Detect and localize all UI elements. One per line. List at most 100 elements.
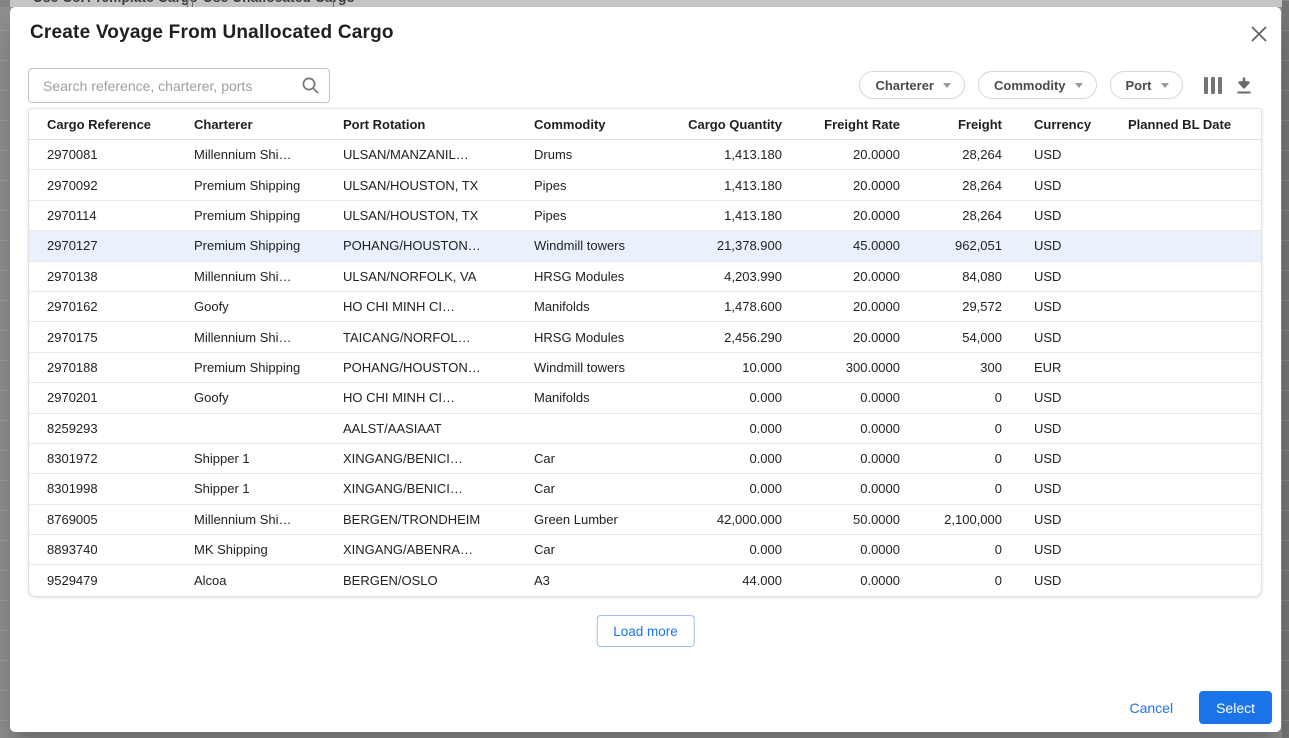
cell-port-rotation: XINGANG/ABENRA… — [343, 542, 474, 558]
cell-port-rotation: XINGANG/BENICI… — [343, 481, 463, 497]
cell-port-rotation: ULSAN/HOUSTON, TX — [343, 207, 479, 223]
background-tab: Use Unallocated Cargo — [203, 0, 355, 5]
cell-cargo-quantity: 0.000 — [749, 420, 782, 436]
cell-cargo-reference: 2970175 — [47, 329, 98, 345]
cell-currency: USD — [1034, 329, 1062, 345]
cell-freight: 29,572 — [962, 299, 1002, 315]
filter-charterer[interactable]: Charterer — [859, 71, 965, 99]
cell-freight-rate: 0.0000 — [860, 390, 900, 406]
table-row[interactable]: 8259293 AALST/AASIAAT 0.000 0.0000 0 USD — [29, 414, 1261, 444]
table-row[interactable]: 2970114 Premium Shipping ULSAN/HOUSTON, … — [29, 201, 1261, 232]
filter-label: Port — [1125, 77, 1152, 93]
cell-cargo-reference: 2970114 — [47, 207, 97, 223]
cell-commodity: Manifolds — [534, 390, 590, 406]
filter-label: Charterer — [875, 77, 934, 93]
download-button[interactable] — [1235, 71, 1253, 99]
column-header-planned-bl-date[interactable]: Planned BL Date — [1128, 116, 1232, 132]
cell-freight: 54,000 — [962, 329, 1002, 345]
search-box — [28, 68, 330, 103]
cell-commodity: Pipes — [534, 177, 567, 193]
table-row[interactable]: 2970127 Premium Shipping POHANG/HOUSTON…… — [29, 231, 1261, 262]
select-button[interactable]: Select — [1199, 691, 1272, 724]
cell-currency: USD — [1034, 207, 1062, 223]
column-header-charterer[interactable]: Charterer — [194, 116, 253, 132]
cell-cargo-quantity: 1,413.180 — [724, 207, 782, 223]
cell-charterer: Millennium Shi… — [194, 511, 292, 527]
create-voyage-dialog: Create Voyage From Unallocated Cargo Cha… — [10, 7, 1281, 732]
table-row[interactable]: 8301998 Shipper 1 XINGANG/BENICI… Car 0.… — [29, 474, 1261, 505]
cell-freight: 0 — [994, 451, 1002, 467]
cell-port-rotation: BERGEN/OSLO — [343, 573, 438, 589]
cell-freight-rate: 20.0000 — [853, 177, 900, 193]
cell-commodity: Windmill towers — [534, 359, 626, 375]
chevron-down-icon — [943, 82, 951, 88]
table-row[interactable]: 2970201 Goofy HO CHI MINH CI… Manifolds … — [29, 383, 1261, 414]
cell-freight-rate: 300.0000 — [845, 359, 900, 375]
cell-cargo-quantity: 21,378.900 — [716, 238, 782, 254]
cancel-button[interactable]: Cancel — [1129, 699, 1174, 716]
cell-cargo-quantity: 10.000 — [742, 359, 782, 375]
column-header-freight-rate[interactable]: Freight Rate — [824, 116, 900, 132]
cell-port-rotation: POHANG/HOUSTON… — [343, 359, 481, 375]
divider — [333, 0, 334, 7]
cell-freight: 0 — [994, 542, 1002, 558]
cell-cargo-reference: 9529479 — [47, 573, 98, 589]
cell-freight-rate: 20.0000 — [853, 207, 900, 223]
column-header-cargo-quantity[interactable]: Cargo Quantity — [688, 116, 782, 132]
table-row[interactable]: 2970188 Premium Shipping POHANG/HOUSTON…… — [29, 353, 1261, 384]
cell-freight-rate: 45.0000 — [853, 238, 900, 254]
close-button[interactable] — [1245, 20, 1273, 48]
cell-currency: USD — [1034, 299, 1062, 315]
chevron-down-icon — [1160, 82, 1169, 88]
search-input[interactable] — [28, 68, 330, 103]
cell-freight-rate: 0.0000 — [860, 481, 900, 497]
filter-port[interactable]: Port — [1109, 71, 1183, 99]
table-row[interactable]: 8769005 Millennium Shi… BERGEN/TRONDHEIM… — [29, 505, 1261, 536]
cell-commodity: HRSG Modules — [534, 268, 625, 284]
column-header-currency[interactable]: Currency — [1034, 116, 1092, 132]
cell-charterer: Shipper 1 — [194, 481, 250, 497]
cell-charterer: Shipper 1 — [194, 451, 250, 467]
cell-cargo-quantity: 4,203.990 — [724, 268, 782, 284]
cell-freight-rate: 20.0000 — [853, 268, 900, 284]
cell-currency: USD — [1034, 177, 1062, 193]
cell-cargo-quantity: 1,413.180 — [724, 177, 782, 193]
cell-cargo-quantity: 0.000 — [749, 451, 782, 467]
column-settings-button[interactable] — [1196, 71, 1222, 99]
cell-cargo-reference: 2970162 — [47, 299, 98, 315]
cell-port-rotation: TAICANG/NORFOL… — [343, 329, 471, 345]
table-row[interactable]: 8301972 Shipper 1 XINGANG/BENICI… Car 0.… — [29, 444, 1261, 475]
cell-commodity: Car — [534, 451, 555, 467]
cell-currency: USD — [1034, 451, 1062, 467]
column-header-port-rotation[interactable]: Port Rotation — [343, 116, 426, 132]
cell-freight-rate: 50.0000 — [853, 511, 900, 527]
cell-port-rotation: XINGANG/BENICI… — [343, 451, 463, 467]
cell-currency: USD — [1034, 542, 1062, 558]
cell-port-rotation: BERGEN/TRONDHEIM — [343, 511, 481, 527]
table-row[interactable]: 2970081 Millennium Shi… ULSAN/MANZANIL… … — [29, 140, 1261, 171]
cell-port-rotation: ULSAN/NORFOLK, VA — [343, 268, 477, 284]
cell-currency: EUR — [1034, 359, 1062, 375]
table-row[interactable]: 2970162 Goofy HO CHI MINH CI… Manifolds … — [29, 292, 1261, 323]
divider — [192, 0, 193, 7]
table-row[interactable]: 9529479 Alcoa BERGEN/OSLO A3 44.000 0.00… — [29, 565, 1261, 595]
column-header-freight[interactable]: Freight — [957, 116, 1002, 132]
cell-commodity: Windmill towers — [534, 238, 626, 254]
cell-freight-rate: 20.0000 — [853, 329, 900, 345]
column-header-cargo-reference[interactable]: Cargo Reference — [47, 116, 152, 132]
cell-cargo-quantity: 1,478.600 — [724, 299, 782, 315]
column-header-commodity[interactable]: Commodity — [534, 116, 606, 132]
table-row[interactable]: 2970092 Premium Shipping ULSAN/HOUSTON, … — [29, 170, 1261, 201]
cell-commodity: Car — [534, 481, 555, 497]
table-row[interactable]: 2970175 Millennium Shi… TAICANG/NORFOL… … — [29, 322, 1261, 353]
load-more-button[interactable]: Load more — [596, 615, 695, 647]
table-row[interactable]: 8893740 MK Shipping XINGANG/ABENRA… Car … — [29, 535, 1261, 566]
cell-cargo-quantity: 42,000.000 — [716, 511, 782, 527]
cell-currency: USD — [1034, 481, 1062, 497]
cell-freight: 300 — [980, 359, 1002, 375]
filter-commodity[interactable]: Commodity — [978, 71, 1097, 99]
cell-commodity: Drums — [534, 147, 573, 163]
cell-freight-rate: 0.0000 — [860, 420, 900, 436]
cell-charterer: Premium Shipping — [194, 359, 301, 375]
table-row[interactable]: 2970138 Millennium Shi… ULSAN/NORFOLK, V… — [29, 262, 1261, 292]
